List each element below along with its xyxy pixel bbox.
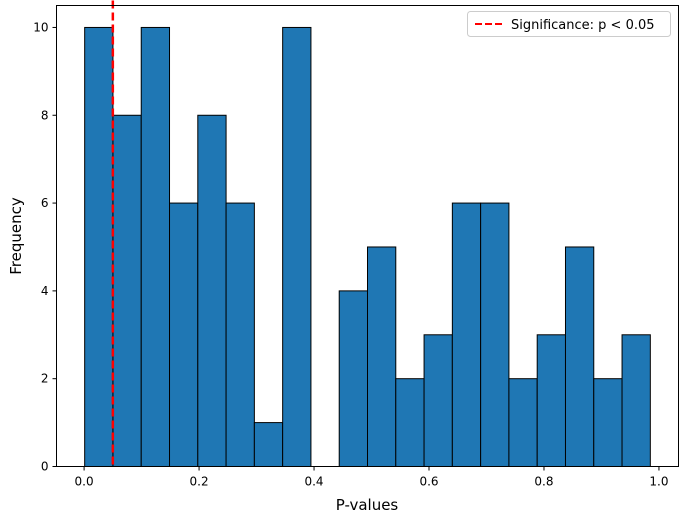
- histogram-bar: [338, 290, 369, 467]
- y-axis: 0 2 4 6 8 10: [33, 20, 57, 474]
- legend: Significance: p < 0.05: [467, 11, 671, 37]
- histogram-bar: [140, 26, 171, 467]
- y-tick-label: 6: [41, 196, 49, 210]
- x-axis-label: P-values: [336, 496, 399, 514]
- histogram-bar: [423, 334, 453, 467]
- y-tick-label: 4: [41, 284, 49, 298]
- legend-box: [467, 11, 671, 37]
- plot-frame: [56, 5, 679, 467]
- histogram-bar: [395, 378, 425, 468]
- histogram-bar: [480, 202, 510, 467]
- histogram-bar: [197, 114, 227, 467]
- y-tick-label: 2: [41, 372, 49, 386]
- y-tick-label: 8: [41, 108, 49, 122]
- histogram-bar: [508, 378, 538, 468]
- histogram-bar: [225, 202, 255, 467]
- x-axis: 0.0 0.2 0.4 0.6 0.8 1.0: [75, 466, 669, 489]
- histogram-bar: [112, 114, 142, 467]
- bars-group: [84, 26, 651, 468]
- x-tick-label: 0.2: [190, 475, 209, 489]
- histogram-bar: [282, 26, 312, 467]
- histogram-bar: [564, 246, 595, 467]
- x-tick-label: 0.0: [75, 475, 94, 489]
- histogram-bar: [593, 378, 623, 468]
- histogram-bar: [536, 334, 566, 467]
- histogram-bar: [621, 334, 651, 467]
- histogram-bar: [367, 246, 397, 467]
- y-axis-label: Frequency: [7, 197, 25, 275]
- y-tick-label: 10: [33, 20, 48, 34]
- y-tick-label: 0: [41, 460, 49, 474]
- histogram-bar: [84, 26, 114, 467]
- histogram-bar: [169, 202, 199, 467]
- legend-threshold-label: Significance: p < 0.05: [511, 18, 655, 33]
- x-tick-label: 1.0: [649, 475, 668, 489]
- histogram-bar: [451, 202, 482, 467]
- x-tick-label: 0.6: [419, 475, 438, 489]
- x-tick-label: 0.4: [304, 475, 323, 489]
- histogram-bar: [253, 422, 284, 468]
- x-tick-label: 0.8: [534, 475, 553, 489]
